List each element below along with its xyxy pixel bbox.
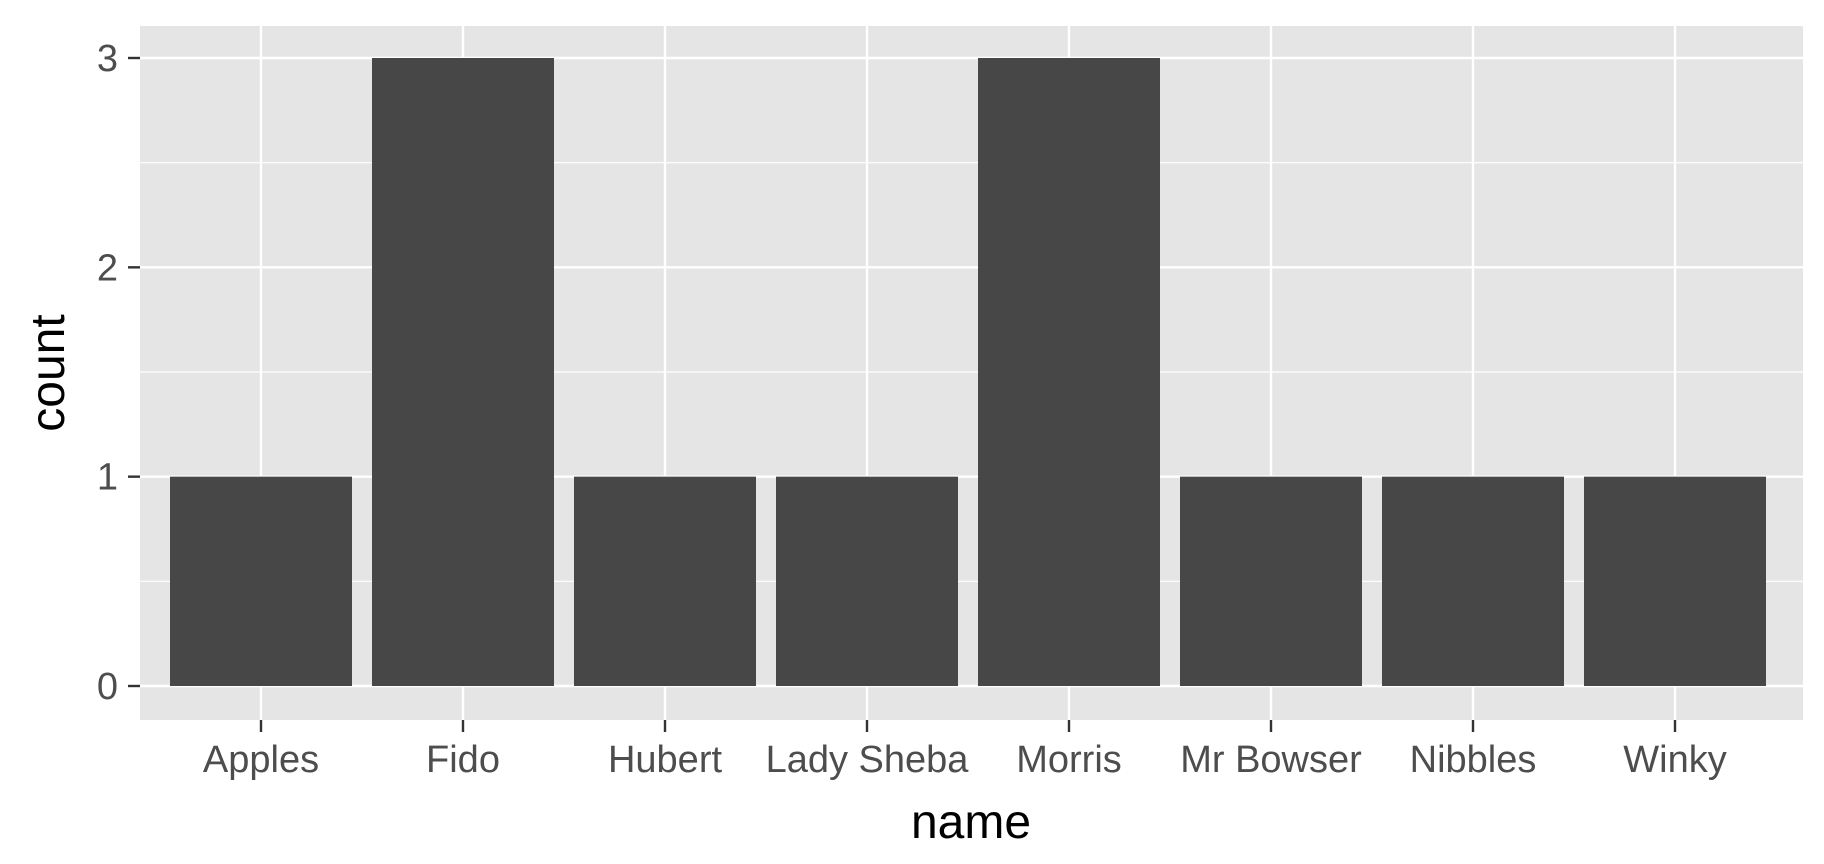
bar: [978, 58, 1160, 686]
x-tick-label: Nibbles: [1410, 739, 1537, 781]
y-tick-label: 0: [97, 666, 118, 708]
bar: [1180, 476, 1362, 686]
x-tick-label: Morris: [1016, 739, 1122, 781]
x-tick-label: Winky: [1623, 739, 1726, 781]
y-axis-title: count: [22, 314, 75, 431]
x-axis-title: name: [911, 796, 1031, 849]
bar: [776, 476, 958, 686]
y-tick-label: 2: [97, 247, 118, 289]
x-tick-label: Apples: [203, 739, 319, 781]
x-tick-label: Mr Bowser: [1180, 739, 1362, 781]
x-tick-label: Fido: [426, 739, 500, 781]
y-axis: 0 1 2 3: [97, 38, 140, 708]
x-tick-label: Hubert: [608, 739, 722, 781]
bar: [1584, 476, 1766, 686]
bar: [1382, 476, 1564, 686]
y-tick-label: 3: [97, 38, 118, 80]
x-axis: Apples Fido Hubert Lady Sheba Morris Mr Bowse…: [203, 720, 1727, 781]
bar: [372, 58, 554, 686]
bar: [574, 476, 756, 686]
y-tick-label: 1: [97, 457, 118, 499]
bars: [170, 58, 1766, 686]
bar: [170, 476, 352, 686]
x-tick-label: Lady Sheba: [766, 739, 970, 781]
